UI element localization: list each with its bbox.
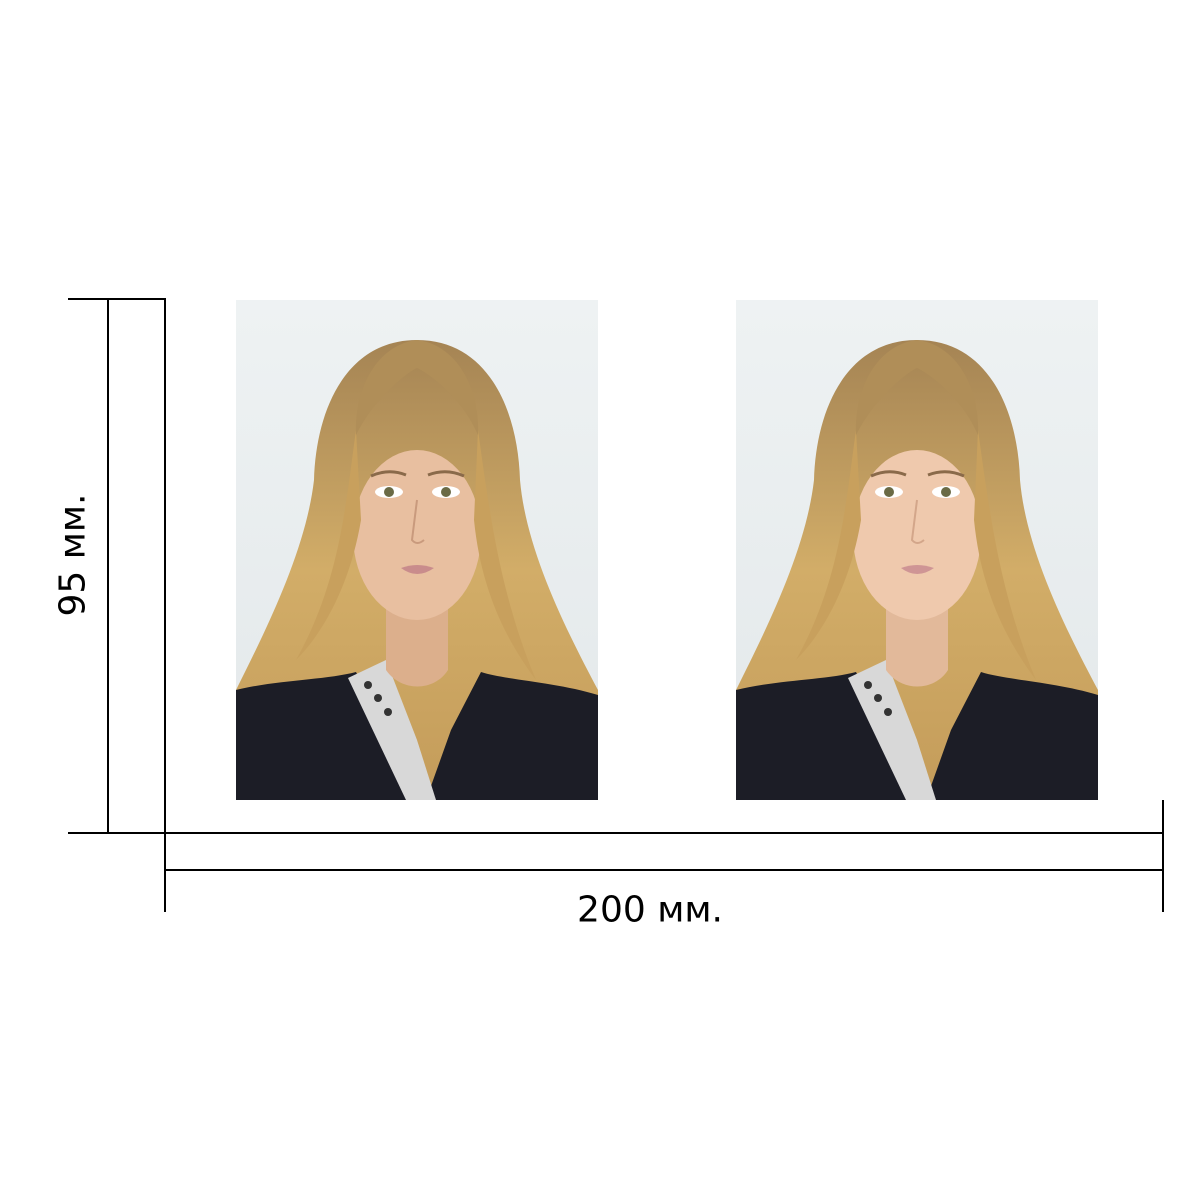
height-dimension-label: 95 мм.	[52, 493, 94, 617]
width-dimension-right-tick	[1162, 800, 1164, 912]
width-dimension-label: 200 мм.	[577, 889, 723, 931]
height-dimension-line	[107, 298, 109, 834]
portrait-photo-left	[236, 300, 598, 800]
portrait-photo-icon	[736, 300, 1098, 800]
width-dimension-line	[164, 869, 1164, 871]
height-dimension-bottom-tick	[68, 832, 166, 834]
height-dimension-top-tick	[68, 298, 166, 300]
portrait-photo-icon	[236, 300, 598, 800]
height-dimension-edge-line	[164, 298, 166, 834]
portrait-photo-right	[736, 300, 1098, 800]
width-dimension-left-tick	[164, 800, 166, 912]
width-dimension-edge-line	[164, 832, 1164, 834]
